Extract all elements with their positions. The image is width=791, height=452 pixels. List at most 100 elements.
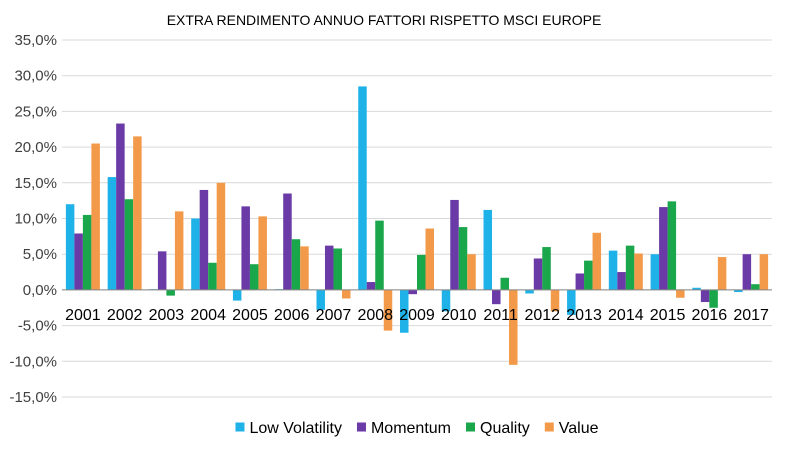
- bar-low-volatility: [400, 289, 409, 333]
- bar-low-volatility: [316, 289, 325, 310]
- bar-quality: [82, 214, 92, 290]
- bar-value: [174, 211, 184, 290]
- bar-value: [509, 289, 518, 365]
- bar-quality: [166, 289, 175, 296]
- legend-label: Quality: [480, 420, 530, 437]
- x-tick-label: 2002: [107, 307, 143, 324]
- bar-momentum: [157, 251, 167, 290]
- legend: Low Volatility Momentum Quality Value: [235, 420, 599, 437]
- bar-momentum: [283, 193, 292, 290]
- bar-momentum: [492, 289, 501, 305]
- bar-low-volatility: [65, 204, 75, 290]
- bar-low-volatility: [232, 289, 242, 301]
- y-tick-label: 15,0%: [14, 175, 57, 192]
- bar-low-volatility: [107, 177, 117, 290]
- y-tick-label: 5,0%: [23, 246, 57, 263]
- bar-quality: [584, 260, 593, 290]
- x-tick-label: 2005: [232, 307, 268, 324]
- y-tick-label: 30,0%: [14, 68, 57, 85]
- bar-value: [425, 228, 434, 290]
- bar-value: [91, 143, 100, 290]
- legend-swatch: [356, 422, 366, 432]
- bar-value: [258, 216, 267, 290]
- bar-value: [759, 254, 769, 290]
- x-tick-label: 2008: [357, 307, 393, 324]
- bar-low-volatility: [483, 209, 493, 290]
- bar-quality: [417, 254, 426, 290]
- bar-value: [300, 246, 309, 290]
- bar-momentum: [575, 273, 585, 290]
- x-tick-label: 2017: [733, 307, 769, 324]
- x-tick-label: 2001: [65, 307, 101, 324]
- bar-quality: [625, 245, 635, 290]
- bar-momentum: [659, 207, 668, 290]
- bar-momentum: [450, 199, 459, 290]
- chart-title: EXTRA RENDIMENTO ANNUO FATTORI RISPETTO …: [167, 12, 602, 28]
- y-axis-ticks: 35,0% 30,0% 25,0% 20,0% 15,0% 10,0% 5,0% 0,0% -5…: [9, 32, 57, 406]
- bar-value: [133, 136, 142, 290]
- x-tick-label: 2009: [399, 307, 435, 324]
- bar-quality: [124, 199, 134, 290]
- bar-value: [550, 289, 560, 312]
- bar-quality: [542, 247, 551, 290]
- bar-momentum: [366, 282, 376, 290]
- x-tick-label: 2003: [149, 307, 185, 324]
- bar-momentum: [700, 289, 710, 303]
- legend-swatch: [466, 422, 475, 432]
- x-tick-label: 2012: [524, 307, 560, 324]
- bar-low-volatility: [734, 289, 743, 293]
- y-tick-label: -10,0%: [9, 353, 57, 370]
- x-tick-label: 2010: [441, 307, 477, 324]
- bar-momentum: [116, 123, 125, 290]
- x-tick-label: 2011: [483, 307, 518, 324]
- bar-low-volatility: [650, 254, 660, 290]
- bar-low-volatility: [191, 218, 200, 290]
- x-tick-label: 2006: [274, 307, 310, 324]
- bar-quality: [291, 239, 301, 290]
- bar-value: [717, 257, 727, 290]
- y-tick-label: 20,0%: [14, 139, 57, 156]
- bar-value: [216, 182, 226, 290]
- bar-momentum: [408, 289, 417, 295]
- legend-label: Value: [559, 420, 599, 437]
- bar-quality: [751, 284, 760, 290]
- y-tick-label: 25,0%: [14, 103, 57, 120]
- bar-low-volatility: [441, 289, 451, 312]
- bar-momentum: [74, 233, 83, 290]
- x-tick-label: 2007: [316, 307, 352, 324]
- x-tick-label: 2014: [608, 307, 644, 324]
- bar-value: [592, 232, 602, 290]
- y-tick-label: 0,0%: [23, 282, 57, 299]
- bar-quality: [709, 289, 718, 308]
- x-tick-label: 2004: [190, 307, 226, 324]
- bar-quality: [249, 264, 259, 290]
- bar-low-volatility: [567, 289, 576, 315]
- bar-momentum: [324, 245, 334, 290]
- bar-momentum: [241, 206, 250, 290]
- x-tick-label: 2013: [566, 307, 602, 324]
- bar-momentum: [533, 258, 543, 290]
- x-tick-label: 2016: [692, 307, 728, 324]
- bar-quality: [667, 201, 677, 290]
- bar-value: [383, 289, 393, 331]
- bar-value: [341, 289, 351, 299]
- bar-quality: [458, 227, 468, 290]
- bar-momentum: [617, 272, 626, 290]
- bar-low-volatility: [525, 289, 534, 294]
- x-axis-ticks: 2001 2002 2003 2004 2005 2006 2007 2008 2009 2010…: [65, 307, 769, 324]
- y-tick-label: 10,0%: [14, 211, 57, 228]
- legend-label: Momentum: [371, 420, 451, 437]
- bar-quality: [333, 248, 342, 290]
- bar-value: [467, 254, 476, 290]
- y-tick-label: 35,0%: [14, 32, 57, 49]
- bar-quality: [375, 220, 384, 290]
- bar-momentum: [742, 254, 752, 290]
- legend-swatch: [235, 422, 245, 432]
- x-tick-label: 2015: [650, 307, 686, 324]
- bar-low-volatility: [358, 86, 367, 290]
- bars: [65, 86, 769, 365]
- legend-label: Low Volatility: [249, 420, 342, 437]
- bar-quality: [500, 277, 510, 290]
- bar-value: [634, 253, 643, 290]
